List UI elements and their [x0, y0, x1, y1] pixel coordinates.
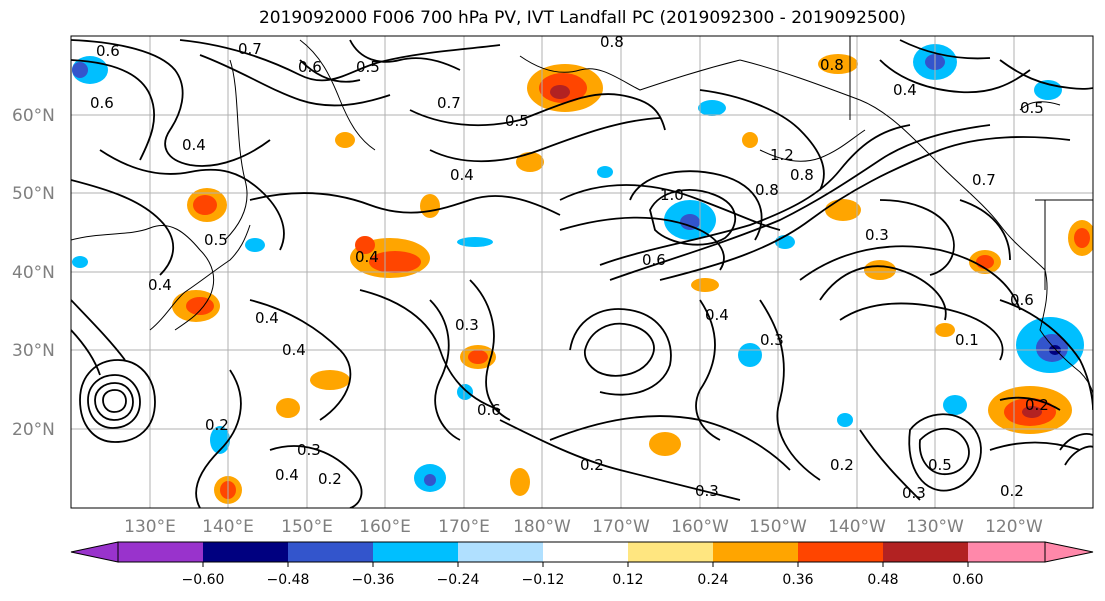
- lon-label: 180°W: [513, 517, 571, 537]
- lat-label: 60°N: [12, 106, 55, 126]
- contour-label: 0.6: [90, 94, 114, 112]
- colorbar-tick-label: −0.48: [267, 572, 310, 588]
- colorbar-tick-label: −0.12: [522, 572, 565, 588]
- pv-contours: [71, 39, 1093, 508]
- colorbar-tick-label: −0.36: [352, 572, 395, 588]
- contour-label: 0.2: [580, 456, 604, 474]
- colorbar-segment: [118, 542, 203, 562]
- colorbar-tick-label: 0.60: [952, 572, 983, 588]
- contour-label: 0.4: [705, 306, 729, 324]
- colorbar-tick-label: 0.36: [782, 572, 813, 588]
- contour-label: 0.2: [830, 456, 854, 474]
- lon-label: 150°E: [281, 517, 333, 537]
- contour-label: 0.4: [255, 309, 279, 327]
- contour-label: 0.8: [790, 166, 814, 184]
- lat-label: 40°N: [12, 263, 55, 283]
- contour-label: 0.7: [238, 40, 262, 58]
- colorbar-tick-label: −0.24: [437, 572, 480, 588]
- lat-label: 50°N: [12, 184, 55, 204]
- latitude-labels: 60°N 50°N 40°N 30°N 20°N: [12, 106, 55, 440]
- colorbar-segment: [70, 541, 119, 563]
- lon-label: 120°W: [985, 517, 1043, 537]
- colorbar-segment: [1044, 541, 1094, 563]
- contour-label: 1.0: [660, 186, 684, 204]
- colorbar-segment: [628, 542, 713, 562]
- contour-label: 0.4: [182, 136, 206, 154]
- lon-label: 170°W: [592, 517, 650, 537]
- lat-label: 30°N: [12, 341, 55, 361]
- contour-label: 0.3: [902, 484, 926, 502]
- longitude-labels: 130°E 140°E 150°E 160°E 170°E 180°W 170°…: [124, 517, 1043, 537]
- contour-label: 0.1: [955, 331, 979, 349]
- lon-label: 130°E: [124, 517, 176, 537]
- contour-label: 0.3: [455, 316, 479, 334]
- colorbar-segment: [203, 542, 288, 562]
- contour-label: 0.8: [600, 33, 624, 51]
- colorbar-tick-label: 0.12: [612, 572, 643, 588]
- lon-label: 160°W: [671, 517, 729, 537]
- lat-label: 20°N: [12, 420, 55, 440]
- anomaly-shading: [72, 44, 1093, 504]
- contour-label: 0.3: [760, 331, 784, 349]
- map-frame: [70, 35, 1094, 509]
- contour-label: 0.5: [928, 456, 952, 474]
- lon-label: 160°E: [359, 517, 411, 537]
- contour-label: 0.4: [282, 341, 306, 359]
- colorbar-segment: [713, 542, 798, 562]
- colorbar-segment: [968, 542, 1045, 562]
- contour-label: 0.2: [318, 470, 342, 488]
- contour-label: 0.5: [204, 231, 228, 249]
- colorbar-frame: [117, 541, 1046, 563]
- contour-label: 0.6: [1010, 291, 1034, 309]
- colorbar-segment: [373, 542, 458, 562]
- contour-label: 0.7: [972, 171, 996, 189]
- colorbar-segment: [883, 542, 968, 562]
- colorbar: −0.60 −0.48 −0.36 −0.24 −0.12 0.12 0.24 …: [70, 541, 1094, 588]
- lon-label: 150°W: [749, 517, 807, 537]
- contour-label: 0.8: [820, 56, 844, 74]
- lon-label: 140°W: [828, 517, 886, 537]
- contour-label: 0.2: [1025, 396, 1049, 414]
- contour-label: 0.3: [297, 441, 321, 459]
- colorbar-segment: [458, 542, 543, 562]
- contour-labels: 0.6 0.7 0.6 0.5 0.8 0.7 0.5 0.4 0.6 0.8 …: [90, 33, 1049, 502]
- contour-label: 0.5: [1020, 99, 1044, 117]
- contour-label: 0.4: [148, 276, 172, 294]
- colorbar-tick-label: 0.24: [697, 572, 728, 588]
- contour-label: 0.6: [298, 58, 322, 76]
- colorbar-tick-label: 0.48: [867, 572, 898, 588]
- contour-label: 0.5: [356, 58, 380, 76]
- lon-label: 170°E: [438, 517, 490, 537]
- contour-label: 0.3: [865, 226, 889, 244]
- contour-label: 0.4: [275, 466, 299, 484]
- contour-label: 0.6: [642, 251, 666, 269]
- contour-label: 0.7: [437, 94, 461, 112]
- lon-label: 140°E: [202, 517, 254, 537]
- contour-label: 0.5: [505, 112, 529, 130]
- colorbar-segment: [543, 542, 628, 562]
- contour-label: 0.8: [755, 181, 779, 199]
- contour-label: 0.6: [477, 401, 501, 419]
- contour-label: 0.4: [355, 248, 379, 266]
- lon-label: 130°W: [906, 517, 964, 537]
- contour-label: 0.2: [1000, 482, 1024, 500]
- contour-label: 0.2: [205, 416, 229, 434]
- contour-label: 0.6: [96, 42, 120, 60]
- colorbar-ticks: [202, 562, 969, 567]
- colorbar-segment: [798, 542, 883, 562]
- colorbar-tick-label: −0.60: [182, 572, 225, 588]
- map-title: 2019092000 F006 700 hPa PV, IVT Landfall…: [258, 8, 906, 28]
- contour-label: 1.2: [770, 146, 794, 164]
- contour-label: 0.4: [450, 166, 474, 184]
- contour-label: 0.3: [695, 482, 719, 500]
- contour-label: 0.4: [893, 81, 917, 99]
- colorbar-segment: [288, 542, 373, 562]
